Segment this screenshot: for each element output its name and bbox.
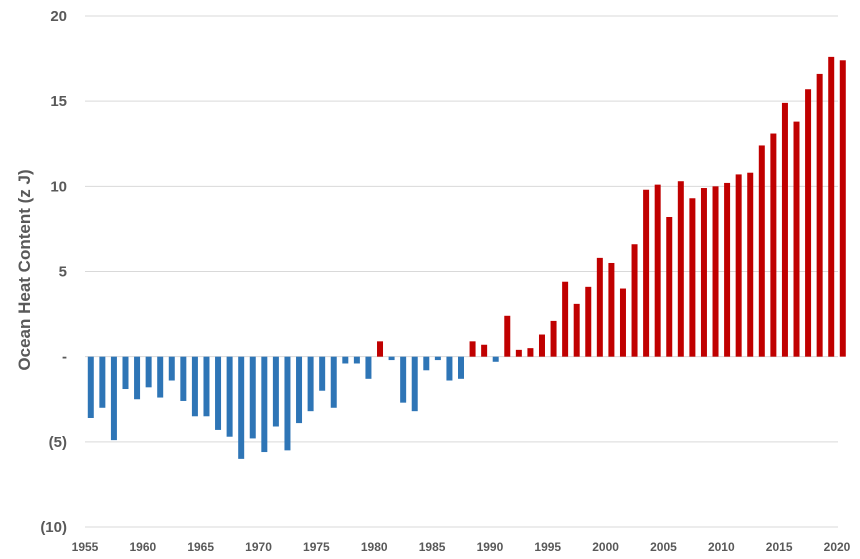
y-tick-label: -: [62, 349, 67, 366]
bar-1968: [238, 356, 245, 459]
x-tick-label: 1980: [361, 540, 388, 554]
bar-1957: [110, 356, 117, 441]
bar-1987: [458, 356, 464, 379]
y-axis-label: Ocean Heat Content (z J): [15, 169, 34, 370]
bar-1990: [492, 356, 499, 362]
bar-1955: [87, 356, 94, 418]
bar-2010: [724, 182, 731, 357]
bar-1966: [215, 356, 222, 430]
bar-2015: [781, 102, 788, 357]
bar-2017: [805, 89, 812, 357]
bar-2019: [828, 56, 835, 357]
bar-1960: [145, 356, 152, 388]
bar-2014: [770, 133, 777, 357]
bar-2008: [700, 188, 707, 357]
bar-2016: [793, 121, 800, 357]
bar-2012: [747, 172, 754, 357]
bars: [87, 56, 846, 459]
bar-1979: [365, 356, 372, 379]
bar-2001: [619, 288, 626, 357]
bar-1962: [168, 356, 175, 381]
bar-1971: [272, 356, 279, 427]
bar-1984: [423, 356, 430, 371]
bar-1995: [550, 320, 557, 357]
bar-1976: [330, 356, 337, 408]
bar-1956: [99, 356, 106, 408]
bar-1985: [434, 356, 441, 361]
bar-2006: [677, 181, 684, 357]
bar-1965: [203, 356, 210, 417]
x-tick-label: 1975: [303, 540, 330, 554]
bar-2018: [816, 73, 823, 357]
y-tick-label: (5): [49, 434, 67, 451]
bar-2009: [712, 186, 719, 357]
bar-1981: [388, 356, 395, 361]
y-tick-label: 15: [50, 93, 67, 110]
bar-1967: [226, 356, 233, 437]
bar-1983: [411, 356, 418, 412]
bar-1963: [180, 356, 187, 401]
bar-2000: [608, 262, 615, 357]
x-tick-label: 2015: [766, 540, 793, 554]
bar-1989: [481, 344, 488, 357]
x-tick-label: 1995: [534, 540, 561, 554]
bar-1974: [307, 356, 314, 412]
y-tick-label: 20: [50, 8, 67, 25]
x-tick-label: 1990: [477, 540, 504, 554]
x-tick-label: 1955: [72, 540, 99, 554]
bar-2013: [758, 145, 765, 357]
bar-1972: [284, 356, 291, 451]
bar-2003: [643, 189, 650, 357]
y-tick-labels: 20 15 10 5 - (5) (10): [40, 8, 67, 536]
y-tick-label: 10: [50, 178, 67, 195]
x-tick-label: 1985: [419, 540, 446, 554]
x-tick-label: 1965: [187, 540, 214, 554]
x-tick-labels: 1955 1960 1965 1970 1975 1980 1985 1990 1995 2000…: [72, 540, 851, 554]
x-tick-label: 1960: [129, 540, 156, 554]
bar-2004: [654, 184, 661, 357]
bar-1980: [377, 341, 384, 357]
bar-1978: [353, 356, 360, 364]
y-tick-label: (10): [40, 519, 67, 536]
bar-1998: [585, 286, 592, 357]
bar-1958: [122, 356, 129, 390]
bar-1988: [469, 341, 476, 357]
bar-1999: [596, 257, 603, 357]
bar-2011: [735, 174, 742, 357]
bar-1961: [157, 356, 164, 398]
bar-2007: [689, 198, 696, 357]
x-tick-label: 2005: [650, 540, 677, 554]
bar-1997: [573, 303, 580, 357]
bar-1969: [249, 356, 256, 439]
bar-1986: [446, 356, 453, 381]
x-tick-label: 2020: [824, 540, 851, 554]
y-tick-label: 5: [59, 264, 67, 281]
bar-1996: [562, 281, 569, 357]
bar-1973: [296, 356, 303, 424]
bar-1964: [191, 356, 198, 417]
bar-1982: [400, 356, 407, 403]
x-tick-label: 1970: [245, 540, 272, 554]
bar-1992: [515, 349, 522, 357]
x-tick-label: 2000: [592, 540, 619, 554]
bar-1970: [261, 356, 268, 453]
bar-1977: [342, 356, 349, 364]
bar-1975: [319, 356, 326, 391]
bar-2005: [666, 216, 673, 357]
bar-1993: [527, 348, 534, 357]
bar-1994: [538, 334, 545, 357]
bar-1959: [134, 356, 141, 400]
bar-2020: [839, 60, 846, 357]
x-tick-label: 2010: [708, 540, 735, 554]
bar-2002: [631, 244, 638, 357]
bar-1991: [504, 315, 511, 357]
